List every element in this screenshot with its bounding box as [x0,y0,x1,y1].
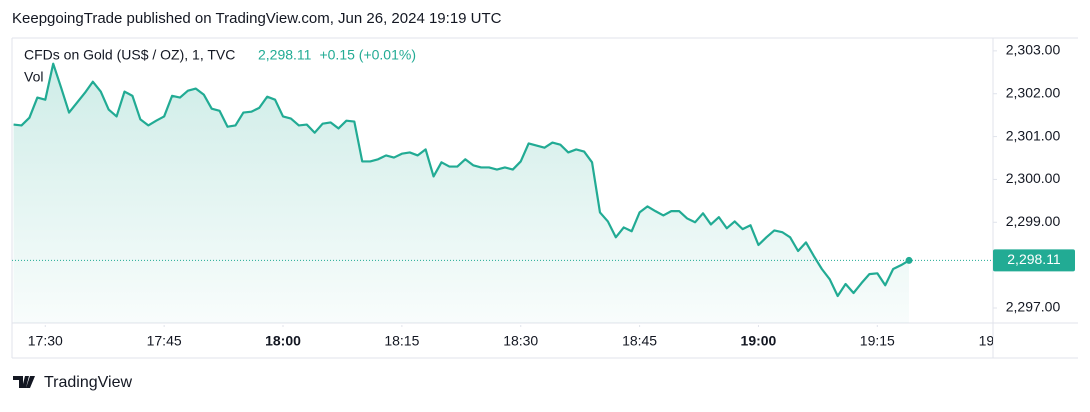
symbol-title: CFDs on Gold (US$ / OZ), 1, TVC [24,47,235,63]
x-axis: 17:30 17:45 18:00 18:15 18:30 18:45 19:00 19:15… [28,325,1014,349]
x-tick-label: 19:30 [979,333,1014,349]
plot: 2,303.00 2,302.00 2,301.00 2,300.00 2,299.00… [12,42,1075,349]
footer-logo: TradingView [13,374,132,391]
x-tick-label: 18:00 [265,333,301,349]
legend-price: 2,298.11 [258,47,312,63]
x-tick-label: 17:45 [147,333,182,349]
price-line [13,62,910,298]
volume-label: Vol [24,69,43,85]
y-tick-label: 2,303.00 [1006,42,1061,58]
caption: KeepgoingTrade published on TradingView.… [12,10,502,27]
x-tick-label: 19:15 [860,333,895,349]
logo-icon [13,376,35,388]
area-fill [13,63,909,324]
last-price-badge [993,249,1075,272]
legend: CFDs on Gold (US$ / OZ), 1, TVC 2,298.11… [24,47,416,85]
y-tick-label: 2,301.00 [1006,127,1061,143]
x-tick-label: 19:00 [741,333,777,349]
footer-text: TradingView [44,374,132,391]
y-tick-label: 2,299.00 [1006,213,1061,229]
last-point [905,256,913,264]
y-tick-label: 2,300.00 [1006,170,1061,186]
x-tick-label: 18:30 [503,333,538,349]
legend-change: +0.15 (+0.01%) [319,47,416,63]
y-tick-label: 2,297.00 [1006,299,1061,315]
y-tick-label: 2,302.00 [1006,84,1061,100]
last-price-label: 2,298.11 [1007,251,1061,267]
x-tick-label: 18:45 [622,333,657,349]
x-tick-label: 17:30 [28,333,63,349]
x-tick-label: 18:15 [384,333,419,349]
